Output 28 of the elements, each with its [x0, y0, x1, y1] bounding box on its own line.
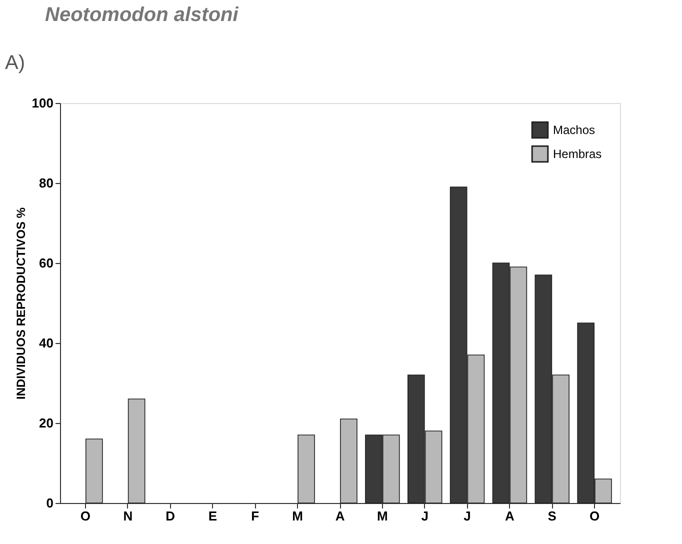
bar	[340, 418, 358, 504]
x-tick-label: F	[251, 508, 260, 524]
x-tick-label: A	[505, 508, 515, 524]
x-tick-label: M	[377, 508, 388, 524]
y-tick-label: 40	[39, 336, 54, 350]
bar	[128, 398, 146, 504]
x-tick-label: O	[80, 508, 91, 524]
y-tick-label: 20	[39, 416, 54, 430]
legend-label: Hembras	[553, 147, 602, 161]
x-tick-label: J	[421, 508, 428, 524]
x-tick-label: S	[548, 508, 557, 524]
x-tick-label: J	[464, 508, 471, 524]
y-axis-title: INDIVIDUOS REPRODUCTIVOS %	[14, 207, 28, 400]
x-tick-label: D	[166, 508, 175, 524]
x-tick-label: O	[589, 508, 600, 524]
bar	[298, 434, 315, 504]
x-tick-label: N	[123, 508, 133, 524]
x-tick-label: A	[335, 508, 346, 524]
y-tick-label: 80	[39, 176, 54, 190]
x-tick-label: M	[292, 508, 303, 524]
y-tick-label: 60	[39, 256, 54, 270]
bar	[85, 438, 103, 504]
x-tick-label: E	[208, 508, 218, 524]
chart-title: Neotomodon alstoni	[45, 4, 239, 26]
y-tick-label: 100	[32, 96, 54, 110]
text: A)	[5, 52, 25, 74]
legend-label: Machos	[553, 123, 596, 137]
y-tick-label: 0	[46, 496, 54, 510]
